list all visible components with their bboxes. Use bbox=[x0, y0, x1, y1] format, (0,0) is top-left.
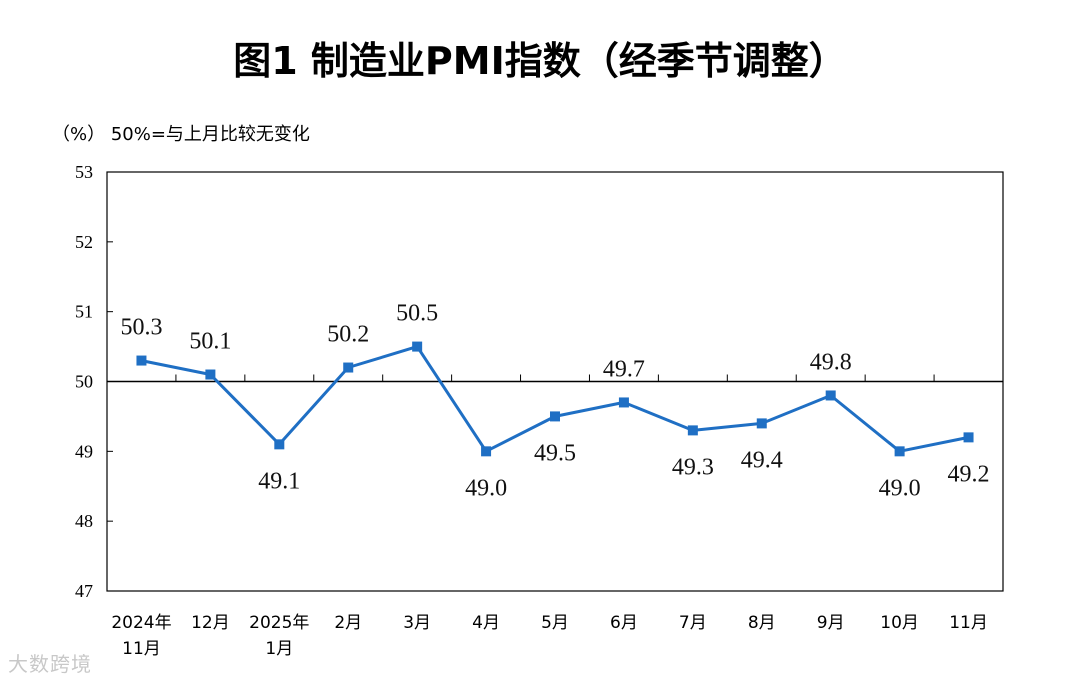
data-value-label: 49.2 bbox=[948, 461, 990, 487]
data-point-marker bbox=[618, 397, 629, 408]
data-point-marker bbox=[756, 418, 767, 429]
y-tick-label: 49 bbox=[75, 441, 93, 461]
x-category-label-line: 6月 bbox=[610, 613, 638, 633]
x-category-label: 12月 bbox=[191, 613, 230, 633]
x-category-label-line: 11月 bbox=[122, 639, 161, 659]
x-category-label-line: 9月 bbox=[817, 613, 845, 633]
data-point-marker bbox=[550, 411, 560, 422]
x-category-label-line: 3月 bbox=[403, 613, 431, 633]
data-value-label: 49.0 bbox=[879, 475, 921, 501]
x-category-label-line: 1月 bbox=[265, 639, 293, 659]
data-point-marker bbox=[894, 446, 905, 457]
x-category-label: 2025年 1月 bbox=[249, 613, 309, 659]
data-value-label: 49.8 bbox=[810, 349, 852, 375]
x-category-label-line: 7月 bbox=[679, 613, 707, 633]
x-category-label: 9月 bbox=[817, 613, 845, 633]
data-point-marker bbox=[963, 432, 974, 443]
data-point-marker bbox=[136, 355, 147, 366]
watermark-logo: 大数跨境 bbox=[8, 652, 92, 676]
data-point-marker bbox=[481, 446, 492, 457]
y-tick-label: 48 bbox=[75, 511, 93, 531]
x-category-label-line: 10月 bbox=[880, 613, 919, 633]
x-category-label: 11月 bbox=[949, 613, 988, 633]
x-category-label-line: 4月 bbox=[472, 613, 500, 633]
y-tick-label: 53 bbox=[75, 162, 93, 182]
data-value-label: 49.0 bbox=[465, 475, 507, 501]
y-tick-label: 52 bbox=[75, 232, 93, 252]
data-point-marker bbox=[412, 341, 423, 352]
x-category-label: 10月 bbox=[880, 613, 919, 633]
data-value-label: 49.5 bbox=[534, 440, 576, 466]
data-value-label: 50.1 bbox=[189, 329, 231, 355]
x-category-label: 3月 bbox=[403, 613, 431, 633]
x-category-label-line: 2024年 bbox=[111, 613, 171, 633]
data-value-label: 50.2 bbox=[327, 322, 369, 348]
x-category-label-line: 12月 bbox=[191, 613, 230, 633]
x-category-label-line: 11月 bbox=[949, 613, 988, 633]
data-value-label: 49.4 bbox=[741, 447, 783, 473]
x-category-label: 4月 bbox=[472, 613, 500, 633]
data-point-marker bbox=[343, 362, 354, 373]
x-category-label: 5月 bbox=[541, 613, 569, 633]
chart-title: 图1 制造业PMI指数（经季节调整） bbox=[233, 39, 847, 83]
data-point-marker bbox=[825, 390, 836, 401]
x-category-label-line: 8月 bbox=[748, 613, 776, 633]
data-value-label: 50.3 bbox=[120, 315, 162, 341]
unit-note: （%） 50%=与上月比较无变化 bbox=[52, 124, 310, 145]
x-category-label: 8月 bbox=[748, 613, 776, 633]
data-value-label: 50.5 bbox=[396, 301, 438, 327]
data-value-label: 49.3 bbox=[672, 454, 714, 480]
x-category-label: 6月 bbox=[610, 613, 638, 633]
x-category-label-line: 2025年 bbox=[249, 613, 309, 633]
x-category-label: 2024年 11月 bbox=[111, 613, 171, 659]
data-value-label: 49.1 bbox=[258, 468, 300, 494]
x-category-label-line: 2月 bbox=[334, 613, 362, 633]
data-value-label: 49.7 bbox=[603, 356, 645, 382]
data-point-marker bbox=[687, 425, 698, 436]
y-tick-label: 47 bbox=[75, 581, 93, 601]
y-tick-label: 50 bbox=[75, 372, 93, 392]
data-point-marker bbox=[274, 439, 285, 450]
x-category-label-line: 5月 bbox=[541, 613, 569, 633]
y-tick-label: 51 bbox=[75, 302, 93, 322]
x-category-label: 2月 bbox=[334, 613, 362, 633]
data-point-marker bbox=[205, 369, 216, 380]
x-category-label: 7月 bbox=[679, 613, 707, 633]
